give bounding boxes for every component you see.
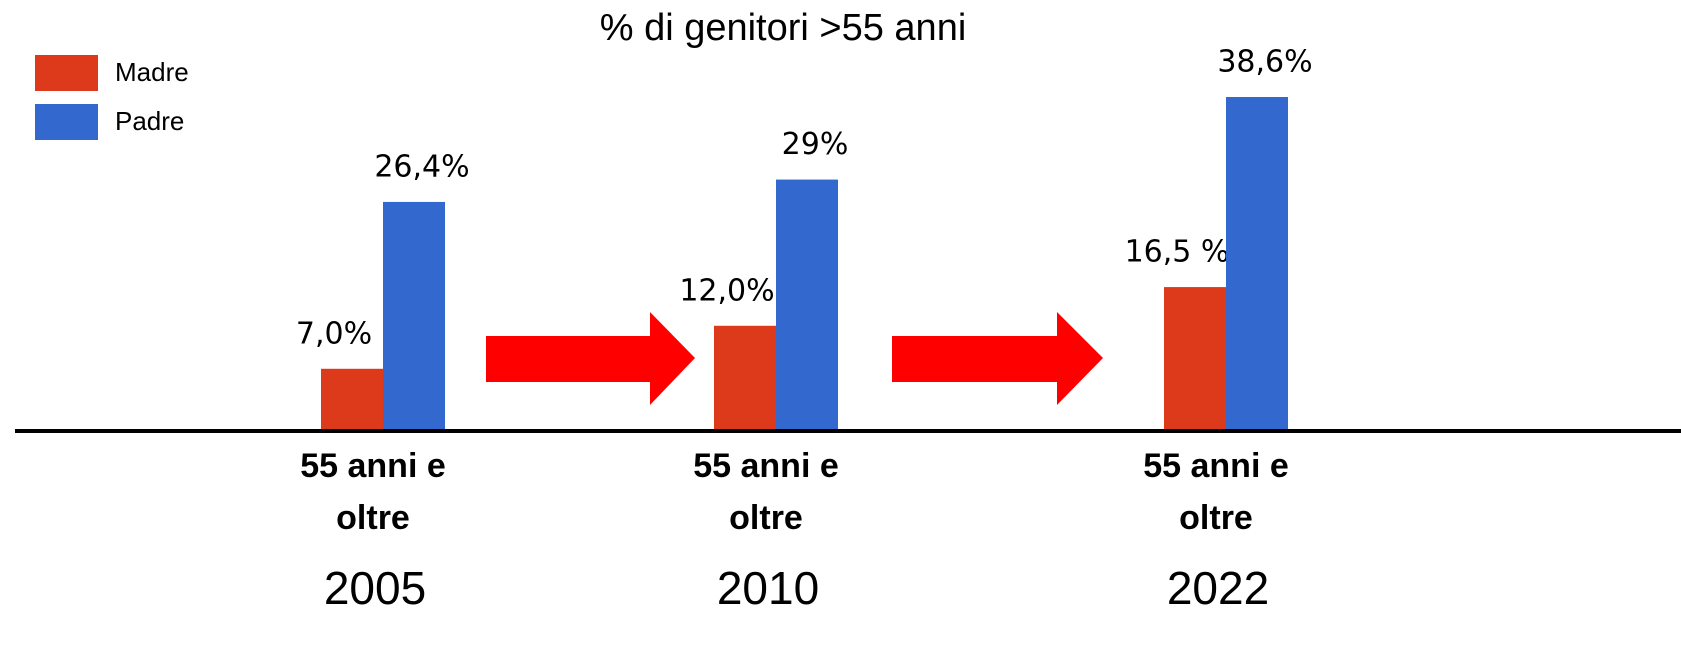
bar <box>1226 97 1288 429</box>
arrow <box>892 312 1103 405</box>
bar <box>1164 287 1226 429</box>
x-tick-label: 55 anni e oltre <box>693 447 839 537</box>
value-label: 26,4% <box>374 149 469 184</box>
legend-swatch <box>35 55 98 91</box>
bar <box>776 179 838 429</box>
bar <box>383 201 445 429</box>
value-label: 29% <box>782 127 849 162</box>
chart-title: % di genitori >55 anni <box>600 7 967 49</box>
year-label: 2022 <box>1167 562 1269 614</box>
value-label: 12,0% <box>679 273 774 308</box>
legend-swatch <box>35 104 98 140</box>
value-label: 38,6% <box>1217 45 1312 80</box>
year-label: 2005 <box>324 562 426 614</box>
value-label: 16,5 % <box>1125 235 1230 270</box>
arrow <box>486 312 695 405</box>
legend-label: Madre <box>115 57 189 87</box>
x-tick-label: 55 anni e oltre <box>1143 447 1289 537</box>
bar <box>714 325 776 429</box>
bar <box>321 368 383 429</box>
legend-label: Padre <box>115 106 184 136</box>
value-label: 7,0% <box>296 316 372 351</box>
x-tick-label: 55 anni e oltre <box>300 447 446 537</box>
year-label: 2010 <box>717 562 819 614</box>
